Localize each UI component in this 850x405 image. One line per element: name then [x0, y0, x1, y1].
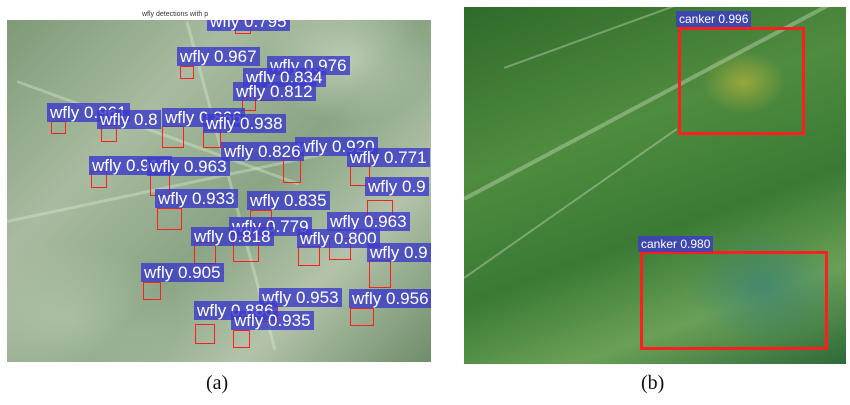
caption-b: (b)	[641, 372, 664, 395]
detection-box	[180, 66, 194, 79]
detection-box	[298, 246, 320, 266]
detection-label: wfly 0.771	[347, 148, 430, 167]
canker-label: canker 0.996	[676, 11, 751, 27]
detection-box	[195, 324, 215, 344]
detection-label: wfly 0.8	[97, 110, 161, 129]
detection-box	[143, 282, 161, 300]
detection-label: wfly 0.835	[247, 191, 330, 210]
detection-box	[233, 330, 250, 348]
detection-box	[51, 121, 66, 134]
detection-label: wfly 0.938	[203, 114, 286, 133]
detection-title: wfly detections with p	[142, 11, 208, 18]
detection-label: wfly 0.9	[367, 243, 431, 262]
canker-box	[678, 27, 805, 135]
detection-label: wfly 0.818	[191, 227, 274, 246]
detection-box	[157, 208, 182, 230]
detection-label: wfly 0.905	[141, 263, 224, 282]
detection-label: wfly 0.933	[155, 189, 238, 208]
detection-label: wfly 0.826	[221, 142, 304, 161]
panel-b-image: canker 0.996 canker 0.980	[464, 7, 846, 364]
detection-label: wfly 0.935	[231, 311, 314, 330]
detection-label: wfly 0.9	[365, 177, 429, 196]
detection-label: wfly 0.812	[233, 82, 316, 101]
detection-box	[369, 260, 391, 288]
detection-label: wfly 0.967	[177, 47, 260, 66]
detection-box	[350, 308, 374, 326]
canker-box	[640, 251, 828, 350]
detection-label: wfly 0.963	[147, 157, 230, 176]
caption-a: (a)	[206, 372, 228, 395]
detection-label: wfly 0.795	[207, 20, 290, 31]
panel-a-image: wfly 0.795 wfly 0.967 wfly 0.976 wfly 0.…	[7, 20, 431, 362]
detection-box	[283, 158, 301, 183]
detection-box	[162, 126, 184, 148]
canker-label: canker 0.980	[638, 236, 713, 252]
detection-label: wfly 0.956	[349, 289, 431, 308]
